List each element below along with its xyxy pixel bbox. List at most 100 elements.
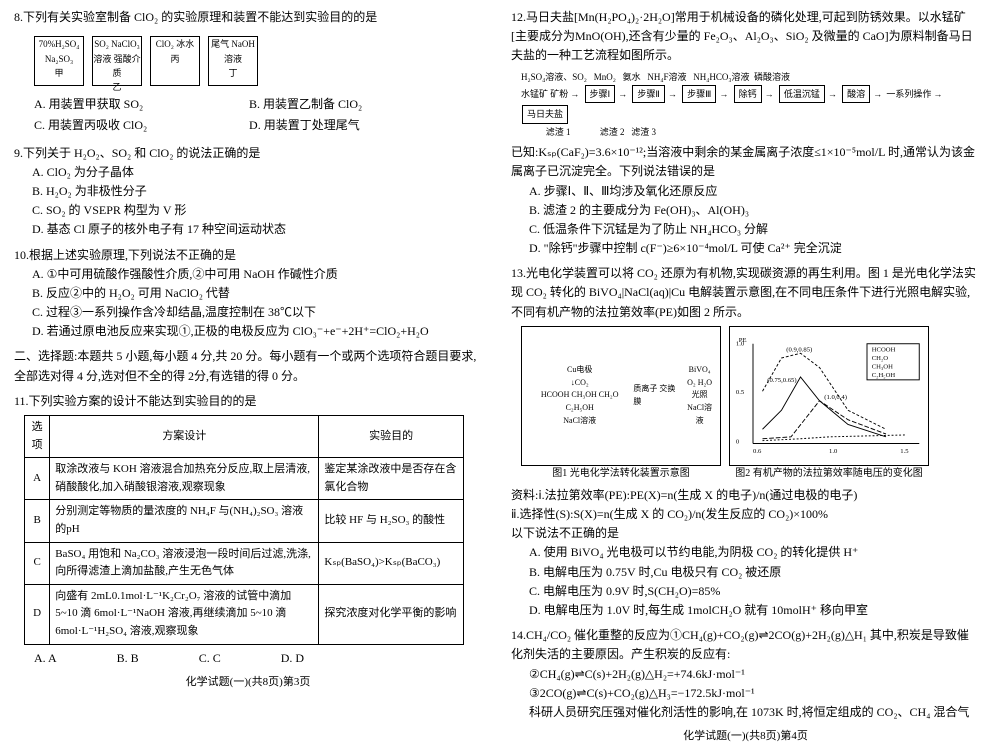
chart-2-container: 1.00.50 PE 0.61.01.5 (0.9,0.85) (0.75,0.… bbox=[729, 326, 929, 482]
flow-step-6: 酸溶 bbox=[842, 85, 870, 103]
q13-charts: Cu电极↓CO₂HCOOH CH₃OH CH₂O C₂H₅OHNaCl溶液 质离… bbox=[521, 326, 980, 482]
right-footer: 化学试题(一)(共8页)第4页 bbox=[511, 728, 980, 746]
flow-main: 水锰矿 矿粉→ 步骤Ⅰ→ 步骤Ⅱ→ 步骤Ⅲ→ 除钙→ 低温沉锰→ 酸溶→ 一系列… bbox=[521, 84, 980, 125]
q10-opt-c: C. 过程③一系列操作含冷却结晶,温度控制在 38℃以下 bbox=[32, 303, 482, 322]
pe-chart-svg: 1.00.50 PE 0.61.01.5 (0.9,0.85) (0.75,0.… bbox=[734, 331, 924, 461]
q12-opt-b: B. 滤渣 2 的主要成分为 Fe(OH)₃、Al(OH)₃ bbox=[529, 201, 980, 220]
flow-step-5: 低温沉锰 bbox=[779, 85, 825, 103]
question-9: 9.下列关于 H₂O₂、SO₂ 和 ClO₂ 的说法正确的是 A. ClO₂ 为… bbox=[14, 144, 482, 240]
q8-stem: 8.下列有关实验室制备 ClO₂ 的实验原理和装置不能达到实验目的的是 bbox=[14, 8, 482, 27]
q14-eq2: ②CH₄(g)⇌C(s)+2H₂(g)△H₂=+74.6kJ·mol⁻¹ bbox=[529, 665, 980, 684]
flow-residues: 滤渣 1 滤渣 2 滤渣 3 bbox=[521, 125, 980, 139]
q14-eq3: ③2CO(g)⇌C(s)+CO₂(g)△H₃=−172.5kJ·mol⁻¹ bbox=[529, 684, 980, 703]
q12-opt-c: C. 低温条件下沉锰是为了防止 NH₄HCO₃ 分解 bbox=[529, 220, 980, 239]
svg-text:(1.0,0.4): (1.0,0.4) bbox=[824, 394, 847, 401]
flow-inputs: H₂SO₄溶液、SO₂ MnO₂ 氨水 NH₄F溶液 NH₄HCO₃溶液 磷酸溶… bbox=[521, 70, 980, 84]
flow-step-3: 步骤Ⅲ bbox=[682, 85, 716, 103]
q8-opt-d: D. 用装置丁处理尾气 bbox=[249, 116, 464, 135]
q12-stem: 12.马日夫盐[Mn(H₂PO₄)₂·2H₂O]常用于机械设备的磷化处理,可起到… bbox=[511, 8, 980, 66]
svg-text:0.6: 0.6 bbox=[753, 448, 762, 455]
section-2-instructions: 二、选择题:本题共 5 小题,每小题 4 分,共 20 分。每小题有一个或两个选… bbox=[14, 347, 482, 385]
flow-step-2: 步骤Ⅱ bbox=[632, 85, 664, 103]
choice-a: A. A bbox=[34, 649, 57, 668]
choice-d: D. D bbox=[281, 649, 304, 668]
q9-opt-d: D. 基态 Cl 原子的核外电子有 17 种空间运动状态 bbox=[32, 220, 482, 239]
q9-stem: 9.下列关于 H₂O₂、SO₂ 和 ClO₂ 的说法正确的是 bbox=[14, 144, 482, 163]
apparatus-bing: ClO₂ 冰水丙 bbox=[150, 36, 200, 86]
q12-opt-d: D. "除钙"步骤中控制 c(F⁻)≥6×10⁻⁴mol/L 可使 Ca²⁺ 完… bbox=[529, 239, 980, 258]
svg-text:C₂H₅OH: C₂H₅OH bbox=[872, 372, 896, 379]
apparatus-ding: 尾气 NaOH 溶液丁 bbox=[208, 36, 258, 86]
table-row: CBaSO₄ 用饱和 Na₂CO₃ 溶液浸泡一段时间后过滤,洗涤,向所得滤渣上滴… bbox=[25, 542, 464, 584]
q8-apparatus-diagram: 70%H₂SO₄ Na₂SO₃甲 SO₂ NaClO₃溶液 强酸介质乙 ClO₂… bbox=[34, 33, 482, 89]
q11-stem: 11.下列实验方案的设计不能达到实验目的的是 bbox=[14, 392, 482, 411]
arrow-icon: → bbox=[668, 87, 677, 101]
svg-text:PE: PE bbox=[739, 337, 747, 344]
left-column: 8.下列有关实验室制备 ClO₂ 的实验原理和装置不能达到实验目的的是 70%H… bbox=[0, 0, 497, 685]
question-12: 12.马日夫盐[Mn(H₂PO₄)₂·2H₂O]常用于机械设备的磷化处理,可起到… bbox=[511, 8, 980, 258]
table-row: A取涂改液与 KOH 溶液混合加热充分反应,取上层清液,硝酸酸化,加入硝酸银溶液… bbox=[25, 458, 464, 500]
question-10: 10.根据上述实验原理,下列说法不正确的是 A. ①中可用硫酸作强酸性介质,②中… bbox=[14, 246, 482, 342]
q11-choices: A. A B. B C. C D. D bbox=[34, 649, 482, 668]
svg-text:(0.75,0.65): (0.75,0.65) bbox=[767, 377, 796, 384]
q8-opt-b: B. 用装置乙制备 ClO₂ bbox=[249, 95, 464, 114]
q12-opt-a: A. 步骤Ⅰ、Ⅱ、Ⅲ均涉及氧化还原反应 bbox=[529, 182, 980, 201]
right-column: 12.马日夫盐[Mn(H₂PO₄)₂·2H₂O]常用于机械设备的磷化处理,可起到… bbox=[497, 0, 994, 685]
question-13: 13.光电化学装置可以将 CO₂ 还原为有机物,实现碳资源的再生利用。图 1 是… bbox=[511, 264, 980, 620]
arrow-icon: → bbox=[873, 87, 882, 101]
arrow-icon: → bbox=[618, 87, 627, 101]
q13-stem: 13.光电化学装置可以将 CO₂ 还原为有机物,实现碳资源的再生利用。图 1 是… bbox=[511, 264, 980, 322]
arrow-icon: → bbox=[765, 87, 774, 101]
q10-opt-d: D. 若通过原电池反应来实现①,正极的电极反应为 ClO₃⁻+e⁻+2H⁺=Cl… bbox=[32, 322, 482, 341]
svg-text:0: 0 bbox=[736, 438, 740, 445]
svg-text:1.0: 1.0 bbox=[829, 448, 838, 455]
svg-text:0.5: 0.5 bbox=[736, 389, 745, 396]
apparatus-yi: SO₂ NaClO₃溶液 强酸介质乙 bbox=[92, 36, 142, 86]
svg-text:CH₃OH: CH₃OH bbox=[872, 363, 893, 370]
svg-text:(0.9,0.85): (0.9,0.85) bbox=[786, 346, 812, 353]
q12-known: 已知:Kₛₚ(CaF₂)=3.6×10⁻¹²;当溶液中剩余的某金属离子浓度≤1×… bbox=[511, 143, 980, 181]
q8-options: A. 用装置甲获取 SO₂ B. 用装置乙制备 ClO₂ C. 用装置丙吸收 C… bbox=[34, 95, 482, 137]
q12-flow-diagram: H₂SO₄溶液、SO₂ MnO₂ 氨水 NH₄F溶液 NH₄HCO₃溶液 磷酸溶… bbox=[521, 70, 980, 140]
question-14: 14.CH₄/CO₂ 催化重整的反应为①CH₄(g)+CO₂(g)⇌2CO(g)… bbox=[511, 626, 980, 722]
q13-opt-d: D. 电解电压为 1.0V 时,每生成 1molCH₂O 就有 10molH⁺ … bbox=[529, 601, 980, 620]
q8-opt-a: A. 用装置甲获取 SO₂ bbox=[34, 95, 249, 114]
arrow-icon: → bbox=[570, 87, 579, 101]
left-footer: 化学试题(一)(共8页)第3页 bbox=[14, 674, 482, 692]
table-row: D向盛有 2mL0.1mol·L⁻¹K₂Cr₂O₇ 溶液的试管中滴加 5~10 … bbox=[25, 584, 464, 644]
chart-2-pe-graph: 1.00.50 PE 0.61.01.5 (0.9,0.85) (0.75,0.… bbox=[729, 326, 929, 466]
q10-stem: 10.根据上述实验原理,下列说法不正确的是 bbox=[14, 246, 482, 265]
flow-step-1: 步骤Ⅰ bbox=[585, 85, 616, 103]
q13-opt-a: A. 使用 BiVO₄ 光电极可以节约电能,为阴极 CO₂ 的转化提供 H⁺ bbox=[529, 543, 980, 562]
th-design: 方案设计 bbox=[50, 416, 319, 458]
chart-2-title: 图2 有机产物的法拉第效率随电压的变化图 bbox=[729, 466, 929, 482]
q9-opt-b: B. H₂O₂ 为非极性分子 bbox=[32, 182, 482, 201]
question-8: 8.下列有关实验室制备 ClO₂ 的实验原理和装置不能达到实验目的的是 70%H… bbox=[14, 8, 482, 138]
svg-text:1.5: 1.5 bbox=[900, 448, 909, 455]
apparatus-jia: 70%H₂SO₄ Na₂SO₃甲 bbox=[34, 36, 84, 86]
chart-1-container: Cu电极↓CO₂HCOOH CH₃OH CH₂O C₂H₅OHNaCl溶液 质离… bbox=[521, 326, 721, 482]
svg-text:CH₂O: CH₂O bbox=[872, 355, 889, 362]
th-purpose: 实验目的 bbox=[319, 416, 464, 458]
q8-opt-c: C. 用装置丙吸收 ClO₂ bbox=[34, 116, 249, 135]
flow-product: 马日夫盐 bbox=[522, 105, 568, 123]
q9-opt-c: C. SO₂ 的 VSEPR 构型为 V 形 bbox=[32, 201, 482, 220]
svg-text:HCOOH: HCOOH bbox=[872, 346, 896, 353]
th-option: 选项 bbox=[25, 416, 50, 458]
choice-b: B. B bbox=[117, 649, 139, 668]
choice-c: C. C bbox=[199, 649, 221, 668]
flow-step-4: 除钙 bbox=[734, 85, 762, 103]
q10-opt-a: A. ①中可用硫酸作强酸性介质,②中可用 NaOH 作碱性介质 bbox=[32, 265, 482, 284]
chart-1-title: 图1 光电化学法转化装置示意图 bbox=[521, 466, 721, 482]
q13-opt-c: C. 电解电压为 0.9V 时,S(CH₂O)=85% bbox=[529, 582, 980, 601]
q10-opt-b: B. 反应②中的 H₂O₂ 可用 NaClO₂ 代替 bbox=[32, 284, 482, 303]
table-header-row: 选项 方案设计 实验目的 bbox=[25, 416, 464, 458]
q14-tail: 科研人员研究压强对催化剂活性的影响,在 1073K 时,将恒定组成的 CO₂、C… bbox=[529, 703, 980, 722]
arrow-icon: → bbox=[933, 87, 942, 101]
q13-opt-b: B. 电解电压为 0.75V 时,Cu 电极只有 CO₂ 被还原 bbox=[529, 563, 980, 582]
arrow-icon: → bbox=[719, 87, 728, 101]
q11-table: 选项 方案设计 实验目的 A取涂改液与 KOH 溶液混合加热充分反应,取上层清液… bbox=[24, 415, 464, 645]
chart-1-device: Cu电极↓CO₂HCOOH CH₃OH CH₂O C₂H₅OHNaCl溶液 质离… bbox=[521, 326, 721, 466]
q9-opt-a: A. ClO₂ 为分子晶体 bbox=[32, 163, 482, 182]
table-row: B分别测定等物质的量浓度的 NH₄F 与(NH₄)₂SO₃ 溶液的pH比较 HF… bbox=[25, 500, 464, 542]
